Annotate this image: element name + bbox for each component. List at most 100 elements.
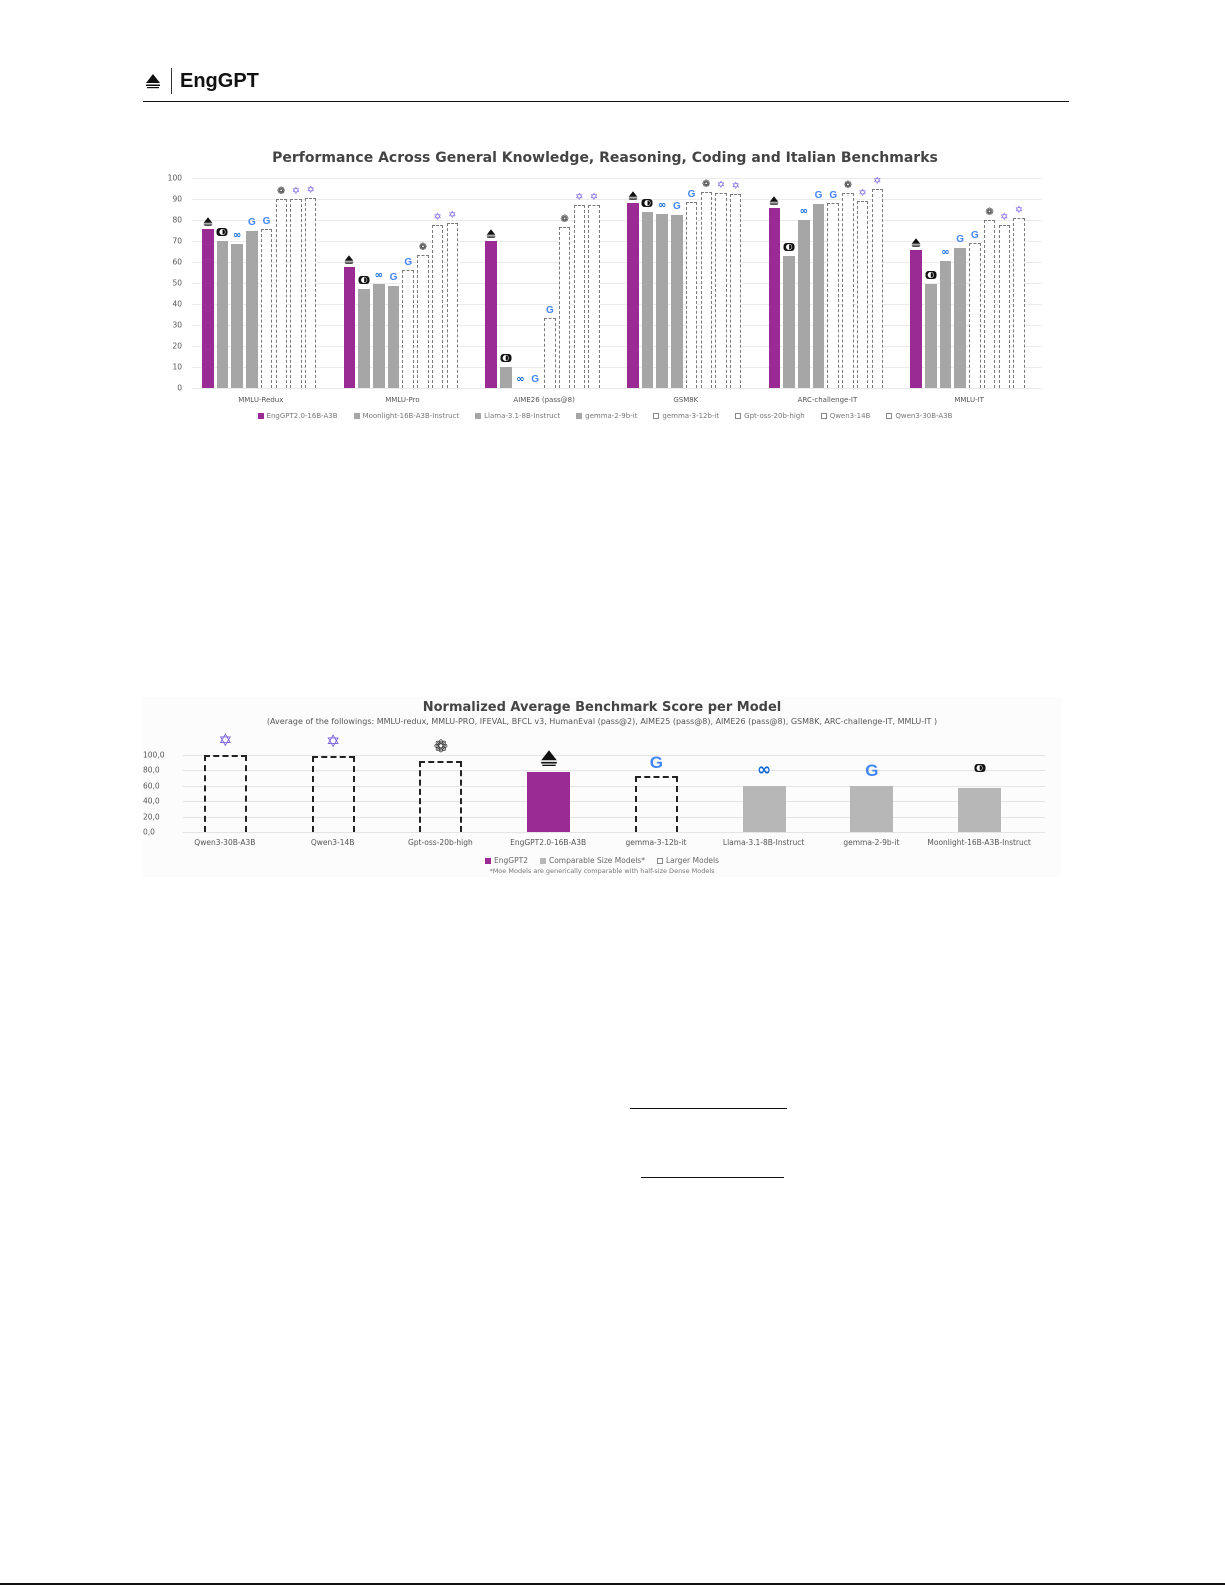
y-tick-label: 30 [172, 320, 182, 330]
openai-icon: ❁ [843, 179, 853, 191]
bar [202, 217, 214, 388]
moonlight-icon: ◐ [925, 270, 937, 280]
gridline [192, 325, 1042, 326]
bar: ✡ [715, 180, 727, 388]
legend-swatch [735, 413, 742, 419]
gridline [192, 346, 1042, 347]
x-category-label: Gpt-oss-20b-high [407, 838, 473, 847]
bar: ✡ [290, 187, 302, 388]
qwen-icon: ✡ [306, 184, 315, 196]
legend-swatch [576, 413, 583, 419]
gridline [192, 241, 1042, 242]
meta-icon: ∞ [232, 230, 242, 242]
legend-item: Gpt-oss-20b-high [735, 412, 805, 420]
moonlight-icon: ◐ [783, 241, 795, 251]
plot-area: 0 10 20 30 40 50 60 70 80 90 100 ◐ ∞ G G ❁ ✡ ✡ ◐ ∞ G G ❁ ✡ ✡ ◐ ∞ G G… [168, 174, 1042, 393]
qwen-icon: ✡ [1014, 204, 1024, 216]
moonlight-icon: ◐ [216, 227, 228, 236]
legend-item: EngGPT2 [485, 856, 528, 865]
legend-label: Larger Models [665, 856, 719, 865]
legend-label: gemma-2-9b-it [585, 412, 638, 420]
google-icon: G [531, 374, 540, 385]
bar: ❁ [419, 738, 463, 832]
bar: ◐ [358, 276, 370, 388]
gridline [183, 755, 1045, 756]
gridline [183, 832, 1045, 833]
y-tick-label: 20,0 [143, 812, 160, 822]
google-icon: G [814, 190, 823, 202]
meta-icon: ∞ [799, 206, 808, 217]
x-category-label: GSM8K [673, 396, 699, 404]
bar: ∞ [742, 761, 786, 832]
chart-title: Normalized Average Benchmark Score per M… [422, 700, 782, 715]
enggpt-logo-icon [627, 190, 638, 204]
chart-legend: EngGPT2.0-16B-A3B Moonlight-16B-A3B-Instr… [160, 412, 1050, 420]
gridline [192, 367, 1042, 368]
bar [343, 255, 356, 388]
bar: ❁ [275, 187, 287, 388]
legend-item: Larger Models [656, 856, 719, 865]
blank-line-rule [630, 1108, 787, 1109]
bar: ✡ [203, 733, 247, 832]
legend-item: gemma-3-12b-it [653, 412, 719, 420]
x-category-label: Qwen3-14B [310, 838, 355, 847]
moonlight-icon: ◐ [974, 762, 986, 772]
legend-item: EngGPT2.0-16B-A3B [257, 412, 338, 420]
gridline [192, 262, 1042, 263]
y-tick-label: 20 [172, 341, 182, 351]
y-tick-label: 40,0 [143, 796, 160, 806]
legend-label: EngGPT2 [494, 856, 528, 865]
qwen-icon: ✡ [291, 186, 301, 197]
x-category-label: Moonlight-16B-A3B-Instruct [927, 838, 1031, 847]
gridline [183, 801, 1045, 803]
chart-legend: EngGPT2 Comparable Size Models* Larger Mod… [143, 856, 1061, 865]
legend-item: Llama-3.1-8B-Instruct [475, 412, 560, 420]
x-category-label: gemma-3-12b-it [625, 838, 687, 847]
bar: ∞ [939, 247, 952, 388]
y-tick-label: 100 [167, 173, 182, 183]
enggpt-logo-icon [344, 254, 355, 268]
legend-item: Qwen3-30B-A3B [886, 412, 952, 420]
google-icon: G [545, 304, 554, 316]
meta-icon: ∞ [374, 270, 383, 282]
y-tick-label: 90 [172, 194, 182, 204]
gridline [183, 785, 1045, 787]
qwen-icon: ✡ [858, 188, 867, 200]
bar: G [260, 217, 273, 388]
meta-icon: ∞ [657, 199, 667, 211]
legend-label: Gpt-oss-20b-high [744, 412, 805, 420]
bar: ✡ [998, 213, 1011, 388]
blank-line-rule [641, 1177, 784, 1178]
legend-swatch [656, 858, 663, 864]
openai-icon: ❁ [277, 186, 286, 197]
y-tick-label: 40 [172, 299, 182, 309]
legend-label: EngGPT2.0-16B-A3B [266, 412, 338, 420]
enggpt-logo-icon [486, 228, 497, 242]
moonlight-icon: ◐ [641, 197, 653, 207]
x-category-label: MMLU-Pro [385, 396, 420, 404]
gridline [183, 816, 1045, 818]
legend-label: Moonlight-16B-A3B-Instruct [362, 412, 460, 420]
legend-swatch [485, 858, 492, 864]
y-tick-label: 80 [172, 215, 182, 225]
enggpt-logo-icon [769, 195, 780, 209]
chart-subtitle: (Average of the followings: MMLU-redux, … [266, 717, 938, 726]
x-category-label: AIME26 (pass@8) [513, 396, 575, 404]
legend-swatch [653, 413, 660, 419]
x-category-label: MMLU-IT [954, 396, 984, 404]
bar [768, 196, 781, 388]
y-tick-label: 50 [172, 278, 182, 288]
google-icon: G [672, 200, 681, 212]
y-tick-label: 100,0 [143, 750, 165, 760]
meta-icon: ∞ [757, 759, 772, 780]
y-tick-label: 0,0 [143, 827, 155, 837]
meta-icon: ∞ [941, 246, 950, 258]
y-tick-label: 60 [172, 257, 182, 267]
x-category-label: gemma-2-9b-it [843, 838, 900, 847]
bar: ❁ [700, 179, 712, 388]
moonlight-icon: ◐ [358, 275, 370, 285]
google-icon: G [865, 760, 879, 780]
bar: ✡ [311, 734, 355, 832]
legend-item: Moonlight-16B-A3B-Instruct [353, 412, 460, 420]
bar: ✡ [729, 181, 742, 388]
